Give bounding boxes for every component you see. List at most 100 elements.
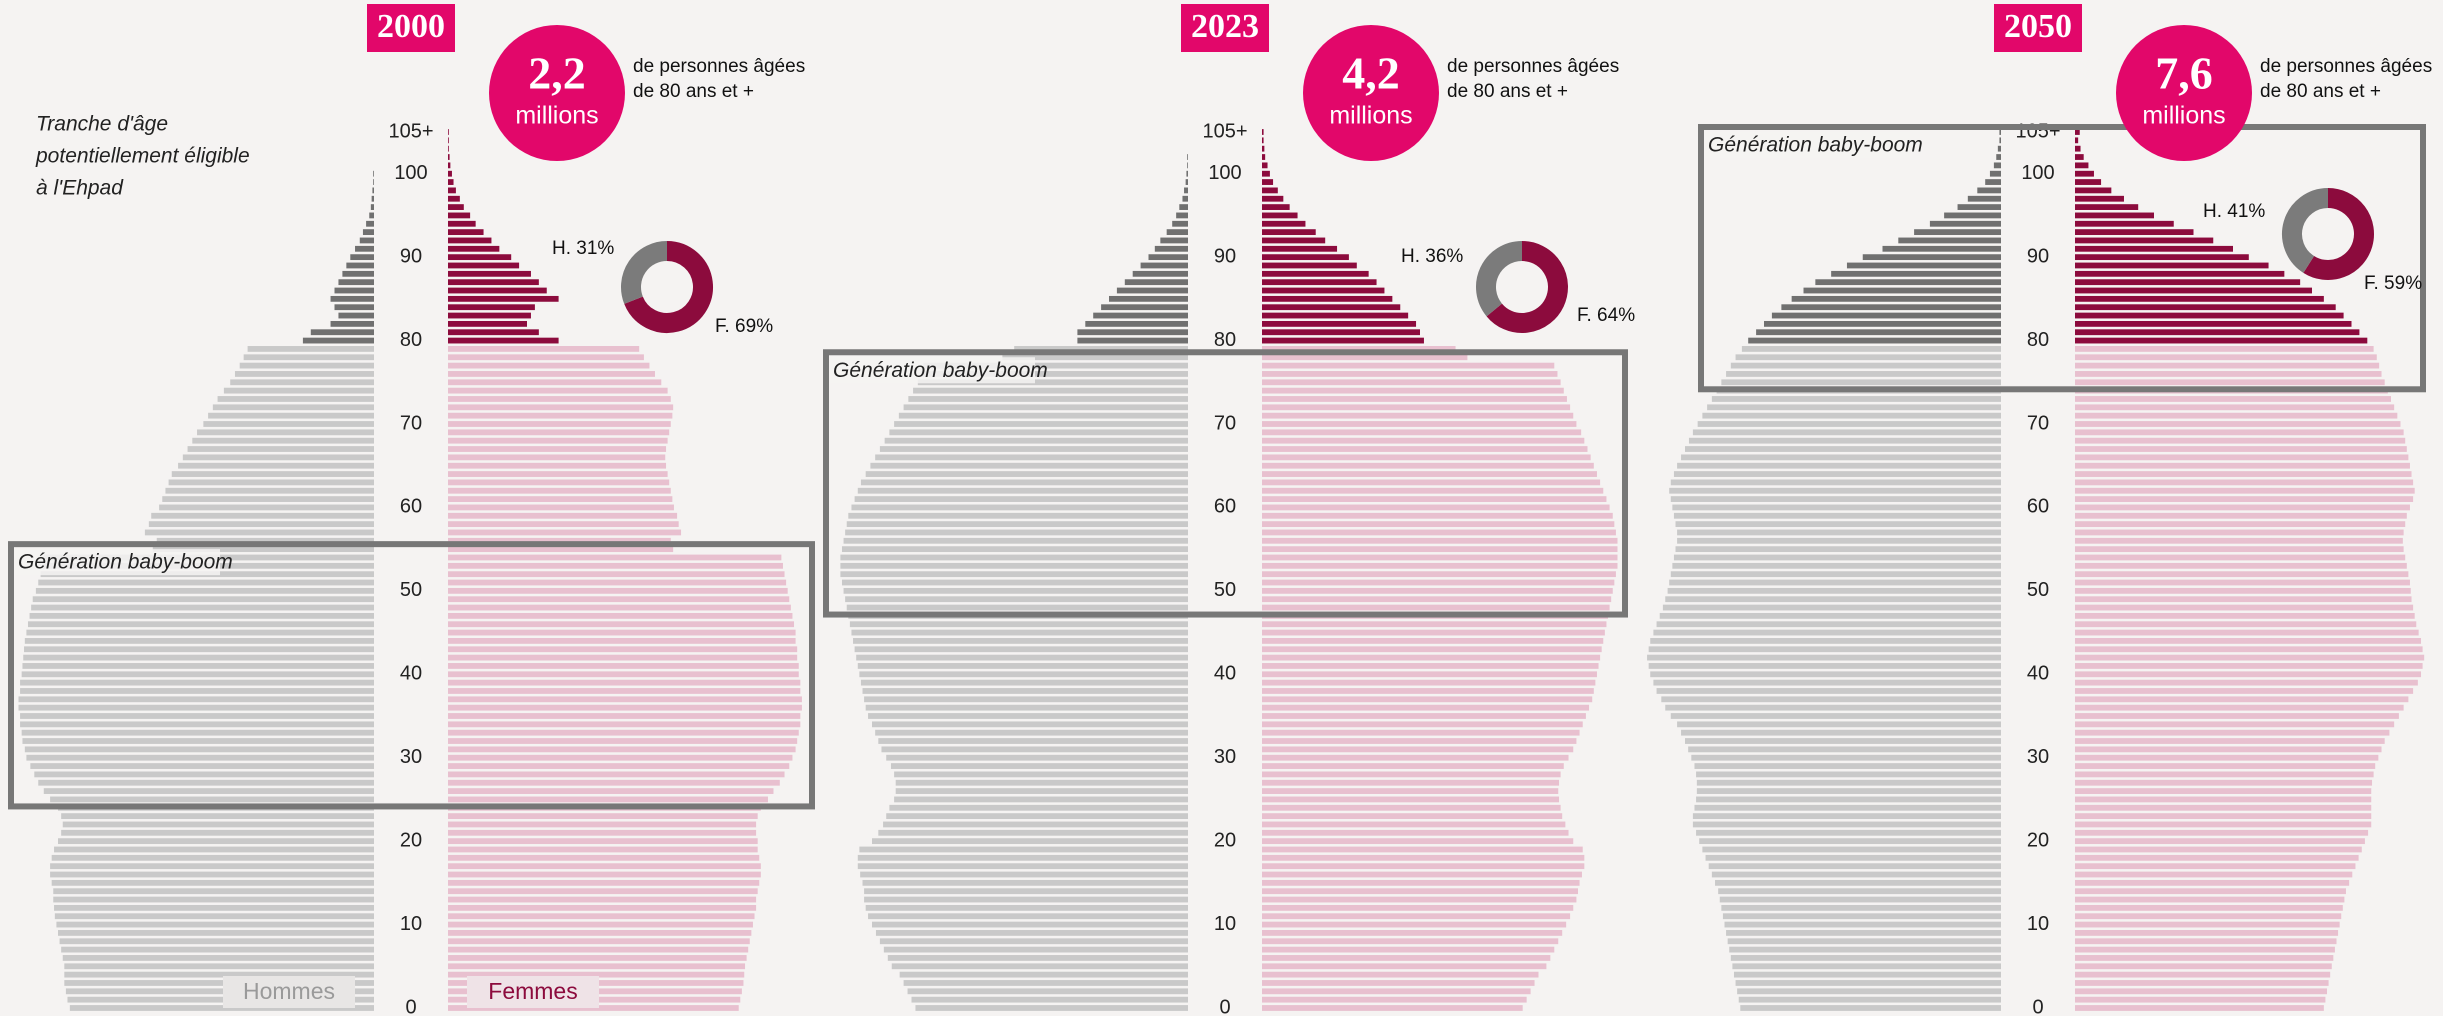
bar <box>2075 871 2353 878</box>
bar <box>448 279 539 286</box>
bar <box>366 220 374 227</box>
bar <box>2075 754 2379 761</box>
bar <box>50 871 374 878</box>
bar <box>2075 729 2390 736</box>
bar <box>1262 262 1357 269</box>
bar <box>2075 713 2399 719</box>
bar <box>846 521 1188 528</box>
bar <box>1262 763 1564 769</box>
total-value: 7,6 <box>2155 48 2213 99</box>
bar <box>1727 938 2001 945</box>
bar <box>192 437 374 444</box>
bar <box>1677 462 2001 469</box>
bar <box>342 270 374 277</box>
y-tick-label: 20 <box>2027 829 2049 851</box>
bar <box>2075 170 2094 177</box>
bar <box>1262 838 1574 845</box>
bar <box>1262 245 1338 252</box>
bar <box>1262 137 1264 144</box>
bar <box>1721 904 2001 911</box>
bar <box>1132 270 1188 277</box>
bar <box>448 729 799 736</box>
bar <box>448 788 774 794</box>
bar <box>2075 337 2368 344</box>
bar <box>59 938 375 945</box>
bar <box>448 371 655 377</box>
bar <box>346 262 374 269</box>
bar <box>448 387 668 394</box>
bar <box>1729 946 2001 953</box>
y-tick-label: 105+ <box>2015 120 2060 142</box>
bar <box>1737 988 2001 995</box>
bar <box>878 738 1188 744</box>
bar <box>182 454 374 461</box>
y-tick-label: 50 <box>2027 579 2049 601</box>
y-tick-label: 90 <box>400 245 422 267</box>
bar <box>1262 379 1561 386</box>
bar <box>2075 596 2412 603</box>
bar <box>1699 838 2001 845</box>
bar <box>923 362 1188 369</box>
bar <box>1670 713 2001 719</box>
bar <box>2075 379 2385 386</box>
box-label-bg <box>1705 132 1910 158</box>
bar <box>1748 337 2001 344</box>
bar <box>868 913 1188 920</box>
bar <box>1831 270 2001 277</box>
bar <box>2075 904 2343 911</box>
bar <box>1721 379 2001 386</box>
bar <box>1262 821 1566 828</box>
bar <box>851 504 1188 511</box>
bar <box>884 437 1188 444</box>
bar <box>2075 212 2154 219</box>
year-badge <box>1181 4 1269 52</box>
bar <box>1681 729 2001 736</box>
bar <box>162 496 374 502</box>
bar <box>2075 262 2269 269</box>
bar <box>1262 804 1561 811</box>
bar <box>448 963 746 970</box>
caption: de 80 ans et + <box>2260 81 2381 102</box>
bar <box>448 137 449 144</box>
bar <box>1669 579 2001 586</box>
bar <box>448 504 674 511</box>
bar <box>1781 304 2001 311</box>
bar <box>1262 587 1613 594</box>
bar <box>18 704 374 711</box>
bar <box>1740 1005 2001 1011</box>
y-tick-label: 40 <box>1214 663 1236 685</box>
bar <box>1101 304 1188 311</box>
bar <box>1262 229 1316 236</box>
bar <box>2075 988 2328 995</box>
bar <box>1262 546 1618 553</box>
bar <box>1997 145 2001 152</box>
bar <box>1262 179 1274 185</box>
bar <box>1688 437 2001 444</box>
bar <box>20 721 375 728</box>
bar <box>159 504 374 511</box>
bar <box>217 396 374 402</box>
bar <box>2075 771 2374 778</box>
bar <box>1659 612 2001 619</box>
bar <box>69 1005 374 1011</box>
bar <box>448 162 451 169</box>
bar <box>1262 462 1594 469</box>
bar <box>868 713 1188 719</box>
bar <box>21 729 374 736</box>
bar <box>1262 371 1558 377</box>
bar <box>1815 279 2001 286</box>
bar <box>1262 846 1583 853</box>
bar <box>51 854 375 861</box>
bar <box>1726 930 2001 936</box>
bar <box>61 829 374 836</box>
bar <box>1262 679 1596 686</box>
bar <box>1186 170 1188 177</box>
box-label-bg <box>15 549 220 576</box>
year-badge <box>367 4 455 52</box>
bar <box>1262 354 1468 361</box>
bar <box>903 404 1188 411</box>
bar <box>1187 162 1188 169</box>
box-label: Génération baby-boom <box>1708 134 1923 157</box>
bar <box>2075 512 2407 519</box>
bar <box>338 312 374 319</box>
